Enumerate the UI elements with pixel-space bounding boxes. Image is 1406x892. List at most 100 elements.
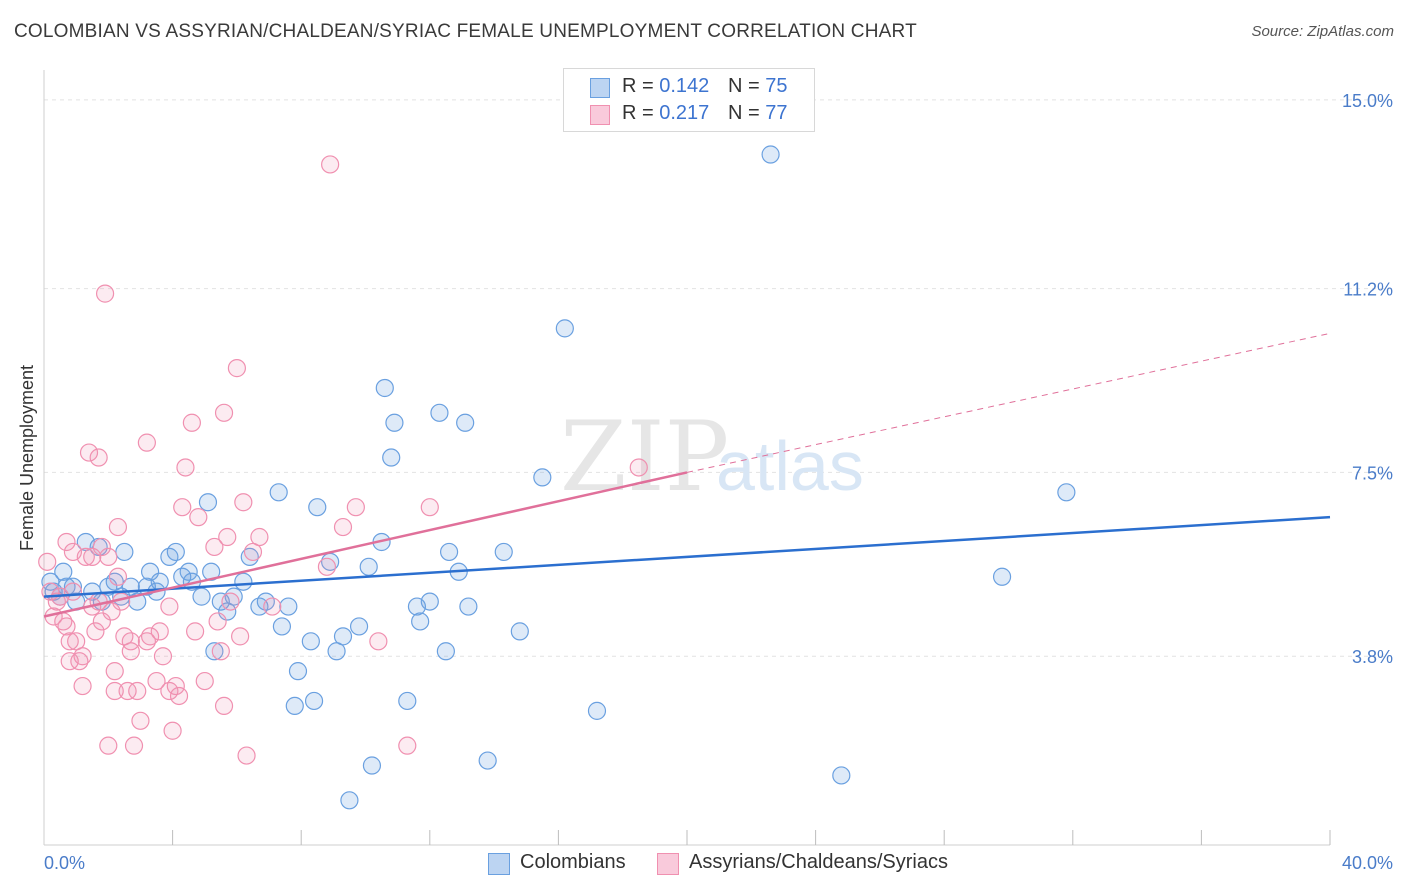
assyrians-trend-line-extension [686,332,1331,473]
assyrians-point [95,284,115,303]
colombians-point [533,468,552,487]
assyrians-point [333,517,353,537]
assyrians-point [234,493,253,512]
assyrians-point [205,537,224,557]
assyrians-point [182,413,201,432]
assyrians-point [108,567,128,586]
assyrians-point [73,647,92,666]
n-label: N = [728,102,760,124]
assyrians-point [231,627,250,646]
assyrians-point [79,443,99,462]
chart-source: Source: ZipAtlas.com [1251,23,1394,40]
colombians-point [240,547,259,566]
colombians-point [269,483,288,502]
colombians-point [398,691,417,711]
n-label: N = [728,75,760,97]
assyrians-point [105,662,124,681]
colombians-point [382,448,401,467]
assyrians-point [317,557,337,576]
assyrians-point [38,552,57,571]
y-tick-labels: 3.8% 7.5% 11.2% 15.0% [1342,91,1393,667]
colombians-point [459,597,478,616]
colombians-point [587,701,607,720]
assyrians-point [57,617,76,636]
y-tick-label: 15.0% [1342,91,1393,111]
assyrians-point [92,612,111,631]
n-value-assyrians: 77 [765,102,788,124]
assyrians-point [346,498,365,517]
assyrians-trend-line [43,471,688,618]
colombians-point [150,572,169,591]
assyrians-point [147,671,166,691]
colombians-point [198,493,218,512]
assyrians-point [211,642,230,661]
assyrians-point [105,681,124,701]
assyrians-point [83,547,102,566]
r-label: R = [622,102,654,124]
assyrians-point [118,681,137,701]
assyrians-point [221,592,240,611]
colombians-point [234,572,253,591]
colombians-point [761,145,780,164]
colombians-point [179,562,198,581]
grid-lines [44,99,1392,657]
colombians-point [308,498,327,517]
r-label: R = [622,75,654,97]
assyrians-point [186,622,205,641]
colombians-point [333,627,353,646]
colombians-point [362,756,382,775]
assyrians-point [169,686,189,706]
series-name-assyrians: Assyrians/Chaldeans/Syriacs [689,851,948,873]
assyrians-point [60,632,79,651]
assyrians-point [189,508,208,527]
assyrians-point [99,736,118,755]
colombians-point [304,691,324,711]
r-value-assyrians: 0.217 [659,102,710,124]
colombians-point [832,766,851,785]
colombians-point [115,542,134,562]
colombians-point [375,378,394,398]
assyrians-point [140,627,160,646]
y-axis-label: Female Unemployment [17,365,37,551]
assyrians-point [131,711,150,730]
assyrians-point [208,612,227,631]
assyrians-point [218,527,237,547]
assyrians-point [63,582,83,601]
colombians-point [349,617,369,636]
x-tick-label-min: 0.0% [44,853,85,873]
colombians-trend-line [43,515,1331,598]
assyrians-point [150,622,169,641]
y-tick-label: 7.5% [1352,463,1393,483]
assyrians-point [57,532,76,552]
colombians-point [436,642,455,661]
x-tick-label-max: 40.0% [1342,853,1393,873]
colombians-point [340,791,359,810]
assyrians-point [195,671,214,691]
assyrians-point [108,517,128,537]
assyrians-point [214,696,234,716]
colombians-point [288,662,308,681]
colombians-point [272,617,292,636]
assyrians-point [420,498,439,517]
assyrians-point [137,433,156,452]
trend-lines [43,332,1331,618]
assyrians-point [76,547,95,566]
assyrians-point [629,458,648,477]
colombians-point [359,557,378,576]
legend-swatch-assyrians [657,853,679,875]
colombians-point [285,696,304,716]
assyrians-point [89,448,108,467]
assyrians-point [173,498,192,517]
colombians-point [1057,483,1076,502]
assyrians-point [73,676,92,696]
colombians-point [54,562,73,581]
assyrians-point [176,458,195,477]
y-tick-label: 11.2% [1343,280,1393,300]
chart-title: COLOMBIAN VS ASSYRIAN/CHALDEAN/SYRIAC FE… [14,21,917,42]
colombians-point [205,642,224,661]
assyrians-point [214,403,234,422]
y-tick-label: 3.8% [1352,647,1393,667]
colombians-point [494,542,513,562]
assyrians-point [398,736,417,755]
assyrians-point [250,527,269,547]
